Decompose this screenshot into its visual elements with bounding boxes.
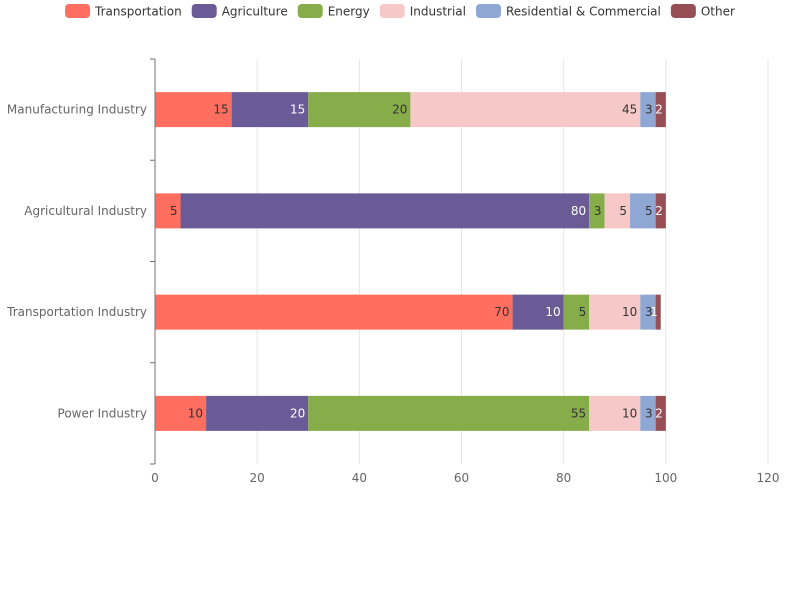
bar-segment[interactable] [410, 92, 641, 128]
bar-value-label: 10 [545, 305, 560, 319]
bar-segment[interactable] [655, 193, 666, 229]
bar-segment[interactable] [308, 395, 590, 431]
bar-segment[interactable] [640, 92, 656, 128]
bar-value-label: 2 [655, 406, 663, 420]
bar-value-label: 20 [392, 103, 407, 117]
bar-segment[interactable] [589, 193, 605, 229]
legend-swatch [65, 4, 91, 18]
bar-value-label: 70 [494, 305, 509, 319]
legend-swatch [191, 4, 217, 18]
bar-segment[interactable] [655, 294, 661, 330]
bar-segment[interactable] [155, 395, 207, 431]
bar-value-label: 5 [619, 204, 627, 218]
legend-item[interactable]: Agriculture [191, 4, 288, 19]
bar-value-label: 10 [622, 406, 637, 420]
legend-label: Agriculture [222, 5, 288, 19]
bar-segment[interactable] [180, 193, 590, 229]
bar-segment[interactable] [589, 395, 641, 431]
y-category-label: Manufacturing Industry [7, 103, 147, 117]
bar-value-label: 3 [594, 204, 602, 218]
y-category-label: Power Industry [58, 406, 147, 420]
bar-segment[interactable] [589, 294, 641, 330]
bar-value-label: 1 [650, 305, 658, 319]
bar-value-label: 15 [290, 103, 305, 117]
bar-segment[interactable] [155, 294, 513, 330]
x-tick-label: 100 [654, 471, 677, 485]
bar-segment[interactable] [655, 92, 666, 128]
bar-segment[interactable] [604, 193, 631, 229]
x-tick-label: 120 [757, 471, 780, 485]
legend-swatch [379, 4, 405, 18]
bar-value-label: 3 [645, 305, 653, 319]
bars [155, 92, 666, 431]
x-tick-label: 20 [250, 471, 265, 485]
bar-value-label: 10 [188, 406, 203, 420]
bar-segment[interactable] [206, 395, 309, 431]
bar-value-label: 20 [290, 406, 305, 420]
bar-value-label: 5 [579, 305, 587, 319]
legend-item[interactable]: Other [670, 4, 735, 19]
bar-value-label: 45 [622, 103, 637, 117]
y-category-label: Agricultural Industry [24, 204, 147, 218]
bar-value-label: 5 [170, 204, 178, 218]
bar-value-label: 2 [655, 204, 663, 218]
x-tick-label: 0 [151, 471, 159, 485]
bar-value-label: 2 [655, 103, 663, 117]
legend-item[interactable]: Transportation [65, 4, 182, 19]
bar-value-label: 15 [213, 103, 228, 117]
legend-label: Other [701, 5, 735, 19]
x-tick-label: 60 [454, 471, 469, 485]
legend-item[interactable]: Energy [297, 4, 370, 19]
legend-label: Industrial [410, 5, 466, 19]
bar-segment[interactable] [512, 294, 564, 330]
bar-value-label: 3 [645, 406, 653, 420]
bar-segment[interactable] [630, 193, 656, 229]
legend[interactable]: Transportation Agriculture Energy Industria… [65, 4, 735, 19]
bar-value-label: 10 [622, 305, 637, 319]
legend-swatch [297, 4, 323, 18]
bar-value-label: 55 [571, 406, 586, 420]
x-tick-label: 40 [352, 471, 367, 485]
y-category-label: Transportation Industry [6, 305, 147, 319]
legend-swatch [476, 4, 502, 18]
bar-segment[interactable] [655, 395, 666, 431]
legend-label: Transportation [94, 5, 182, 19]
bar-segment[interactable] [155, 92, 232, 128]
bar-segment[interactable] [640, 294, 656, 330]
bar-segment[interactable] [308, 92, 411, 128]
bar-value-label: 5 [645, 204, 653, 218]
legend-label: Energy [328, 5, 370, 19]
bar-segment[interactable] [231, 92, 309, 128]
legend-item[interactable]: Industrial [379, 4, 466, 19]
bar-segment[interactable] [640, 395, 656, 431]
bar-value-label: 3 [645, 103, 653, 117]
legend-swatch [670, 4, 696, 18]
bar-segment[interactable] [563, 294, 590, 330]
bar-segment[interactable] [155, 193, 181, 229]
x-tick-label: 80 [556, 471, 571, 485]
bar-value-label: 80 [571, 204, 586, 218]
legend-item[interactable]: Residential & Commercial [476, 4, 661, 19]
legend-label: Residential & Commercial [506, 5, 661, 19]
